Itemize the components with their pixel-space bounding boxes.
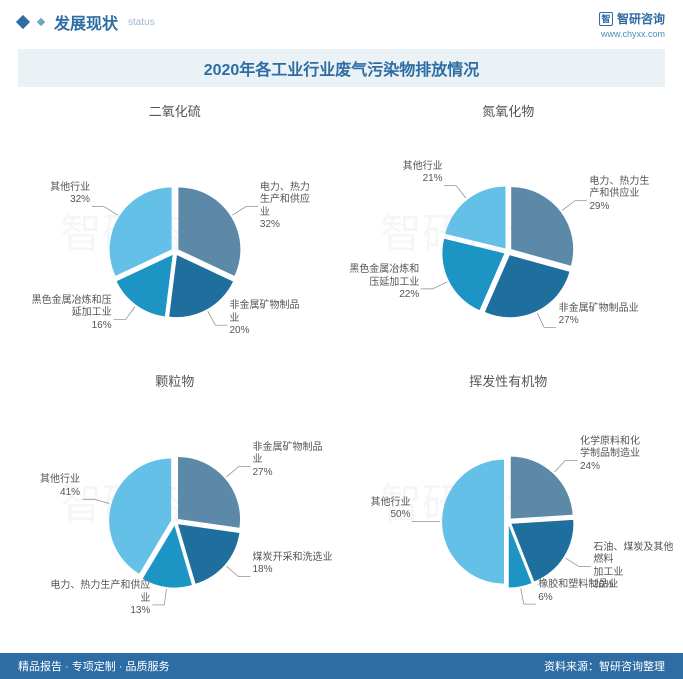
chart-cell: 挥发性有机物化学原料和化 学制品制造业 24%石油、煤炭及其他燃料 加工业 20… bbox=[342, 365, 676, 635]
pie-chart bbox=[341, 106, 675, 376]
footer-right: 资料来源：智研咨询整理 bbox=[544, 658, 665, 674]
brand-url: www.chyxx.com bbox=[599, 29, 665, 39]
pie-slice bbox=[178, 457, 240, 528]
section-title-en: status bbox=[128, 17, 155, 28]
charts-grid: 二氧化硫电力、热力 生产和供应 业 32%非金属矿物制品 业 20%黑色金属冶炼… bbox=[0, 95, 683, 635]
pie-slice bbox=[511, 457, 573, 519]
pie-chart bbox=[341, 376, 675, 646]
footer-left: 精品报告 · 专项定制 · 品质服务 bbox=[18, 658, 170, 674]
brand-name: 智研咨询 bbox=[617, 10, 665, 27]
brand-logo-icon: 智 bbox=[599, 12, 613, 26]
pie-chart bbox=[8, 376, 342, 646]
diamond-icon bbox=[16, 15, 30, 29]
footer: 精品报告 · 专项定制 · 品质服务 资料来源：智研咨询整理 bbox=[0, 653, 683, 679]
pie-slice bbox=[511, 187, 573, 266]
chart-cell: 二氧化硫电力、热力 生产和供应 业 32%非金属矿物制品 业 20%黑色金属冶炼… bbox=[8, 95, 342, 365]
header: 发展现状 status 智 智研咨询 www.chyxx.com bbox=[0, 0, 683, 43]
chart-cell: 颗粒物非金属矿物制品 业 27%煤炭开采和洗选业 18%电力、热力生产和供应业 … bbox=[8, 365, 342, 635]
chart-title-bar: 2020年各工业行业废气污染物排放情况 bbox=[18, 49, 665, 87]
pie-slice bbox=[446, 186, 506, 248]
header-right: 智 智研咨询 www.chyxx.com bbox=[599, 10, 665, 39]
chart-cell: 氮氧化物电力、热力生 产和供应业 29%非金属矿物制品业 27%黑色金属冶炼和 … bbox=[342, 95, 676, 365]
pie-slice bbox=[442, 460, 504, 584]
diamond-icon-small bbox=[37, 18, 45, 26]
section-title: 发展现状 bbox=[54, 10, 118, 34]
chart-title: 2020年各工业行业废气污染物排放情况 bbox=[204, 62, 480, 79]
pie-chart bbox=[8, 106, 342, 376]
header-left: 发展现状 status bbox=[18, 10, 155, 34]
